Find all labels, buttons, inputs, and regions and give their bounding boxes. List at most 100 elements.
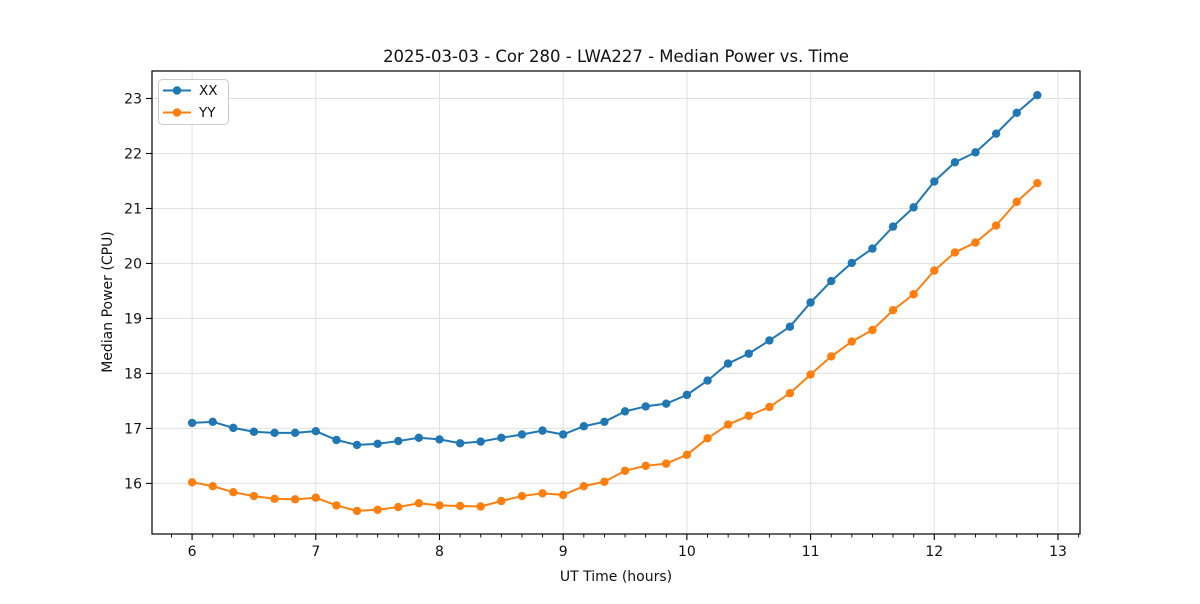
y-tick-label: 21 [124, 201, 142, 217]
data-point-xx [249, 427, 259, 436]
plot-border [151, 70, 1081, 535]
data-point-yy [765, 402, 774, 412]
x-tick-label: 6 [188, 544, 197, 560]
data-point-xx [187, 418, 197, 428]
y-tick-label: 22 [124, 146, 142, 162]
data-point-xx [847, 258, 856, 268]
data-point-yy [723, 420, 733, 429]
data-point-xx [600, 417, 609, 427]
data-point-xx [229, 423, 238, 433]
data-point-yy [909, 290, 918, 299]
data-point-xx [455, 439, 465, 448]
series-xx [187, 90, 1042, 450]
data-point-xx [909, 203, 918, 212]
y-tick-label: 19 [124, 311, 142, 327]
data-point-yy [373, 505, 382, 515]
data-point-yy [311, 493, 320, 502]
data-point-yy [455, 501, 465, 511]
data-point-xx [723, 359, 733, 368]
data-point-xx [435, 435, 444, 444]
data-point-xx [517, 430, 527, 439]
data-point-yy [187, 478, 197, 487]
y-tick-label: 17 [124, 421, 142, 437]
y-tick-label: 20 [124, 256, 142, 272]
data-point-yy [950, 248, 960, 257]
data-point-xx [971, 148, 980, 157]
data-point-yy [930, 266, 939, 275]
series-line-xx [192, 94, 1038, 446]
data-point-xx [497, 433, 506, 442]
data-point-yy [868, 325, 877, 335]
data-point-xx [827, 276, 836, 286]
data-point-xx [682, 390, 692, 400]
data-point-yy [208, 481, 217, 491]
legend-box [158, 79, 229, 125]
chart-title: 2025-03-03 - Cor 280 - LWA227 - Median P… [383, 47, 849, 66]
data-point-yy [785, 389, 795, 398]
data-point-yy [662, 459, 671, 468]
data-point-yy [249, 491, 259, 501]
data-point-xx [868, 244, 877, 253]
data-point-xx [332, 435, 341, 445]
legend: XX YY [158, 79, 229, 125]
data-point-xx [950, 158, 960, 167]
data-point-yy [332, 501, 341, 510]
data-point-yy [476, 502, 485, 511]
data-point-yy [1012, 197, 1021, 207]
data-point-xx [1012, 108, 1021, 117]
data-point-yy [579, 481, 589, 491]
series-layer [187, 90, 1042, 516]
data-point-xx [662, 399, 671, 408]
data-point-xx [538, 426, 547, 435]
axes-layer: 6 7 8 9 10 11 12 13 16 17 18 19 20 21 22 23 [124, 91, 1080, 560]
data-point-xx [785, 322, 795, 331]
data-point-yy [352, 506, 362, 516]
data-point-yy [1033, 178, 1042, 188]
data-point-xx [620, 407, 630, 416]
data-point-xx [558, 430, 568, 439]
y-tick-label: 23 [124, 91, 142, 107]
legend-item-xx: XX [163, 83, 218, 99]
data-point-xx [765, 336, 774, 345]
data-point-xx [806, 298, 815, 307]
data-point-yy [971, 238, 980, 247]
legend-marker-yy [172, 108, 182, 117]
data-point-xx [290, 428, 300, 438]
x-axis-label: UT Time (hours) [560, 569, 672, 585]
series-yy [187, 178, 1042, 516]
x-tick-label: 7 [311, 544, 320, 560]
legend-label-xx: XX [199, 83, 218, 99]
data-point-xx [311, 426, 320, 436]
data-point-yy [290, 495, 300, 504]
x-tick-label: 10 [678, 544, 696, 560]
data-point-xx [703, 376, 712, 385]
data-point-yy [682, 450, 692, 460]
data-point-yy [414, 499, 424, 508]
data-point-xx [991, 129, 1001, 138]
data-point-xx [476, 437, 485, 446]
data-point-yy [806, 370, 815, 379]
data-point-yy [558, 490, 568, 500]
data-point-yy [703, 434, 712, 443]
data-point-xx [930, 177, 939, 186]
x-tick-label: 9 [559, 544, 568, 560]
data-point-xx [1033, 90, 1042, 100]
data-point-yy [991, 221, 1001, 230]
data-point-yy [641, 461, 650, 471]
data-point-yy [538, 489, 547, 498]
data-point-yy [888, 305, 898, 315]
x-tick-label: 13 [1049, 544, 1067, 560]
data-point-yy [270, 494, 279, 504]
y-tick-label: 18 [124, 366, 142, 382]
x-tick-label: 11 [802, 544, 820, 560]
data-point-xx [394, 436, 403, 446]
x-tick-label: 8 [435, 544, 444, 560]
data-point-yy [517, 491, 527, 501]
series-line-yy [191, 182, 1038, 512]
data-point-yy [229, 488, 238, 497]
data-point-xx [579, 422, 589, 431]
data-point-yy [394, 502, 403, 512]
legend-label-yy: YY [198, 105, 216, 121]
